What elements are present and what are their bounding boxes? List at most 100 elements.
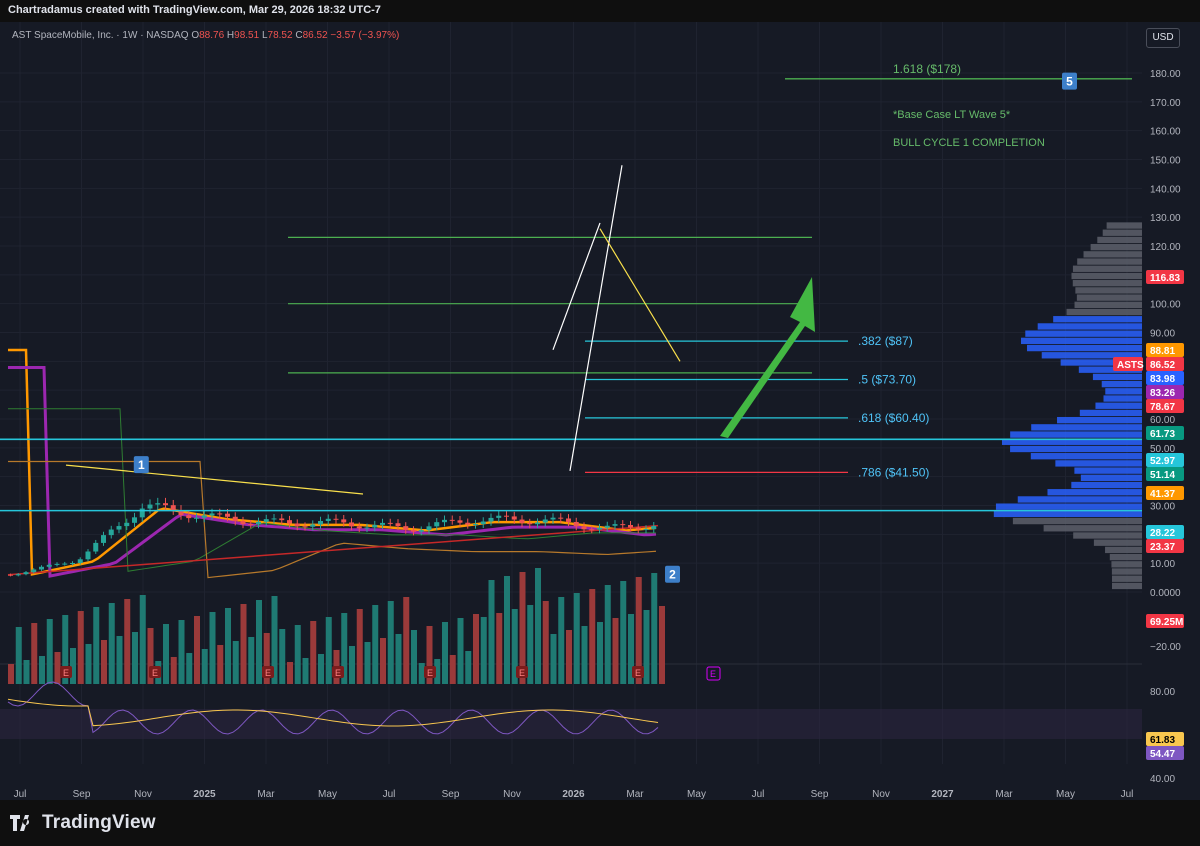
volume-profile <box>993 222 1142 590</box>
volume-bar <box>356 609 363 684</box>
candle-body <box>488 517 494 522</box>
earnings-marker-label: E <box>427 668 433 678</box>
volume-profile-bar <box>1025 330 1142 337</box>
high-value: 98.51 <box>234 30 260 41</box>
tradingview-logo[interactable]: TradingView <box>10 812 156 834</box>
time-tick-16: Mar <box>995 789 1013 800</box>
price-tick-18: 0.0000 <box>1150 588 1181 599</box>
volume-profile-bar <box>1103 395 1142 402</box>
price-badge-text-2: ASTS <box>1117 360 1144 371</box>
time-tick-4: Mar <box>257 789 275 800</box>
price-badge-9 <box>1146 467 1184 481</box>
candle-body <box>527 522 533 525</box>
sma-brown-line <box>8 460 657 579</box>
candle-body <box>23 572 29 575</box>
rsi-badge-0 <box>1146 732 1184 746</box>
trendline-yellow-2 <box>599 228 681 362</box>
volume-bar <box>395 634 402 684</box>
candle-body <box>248 524 254 526</box>
candle-body <box>465 522 471 525</box>
annotation-text-1: BULL CYCLE 1 COMPLETION <box>893 137 1045 149</box>
price-tick-5: 130.00 <box>1150 213 1181 224</box>
price-badge-2 <box>1113 357 1143 371</box>
volume-bar <box>380 638 386 684</box>
candle-body <box>77 559 83 563</box>
volume-bar <box>573 593 580 684</box>
close-value: 86.52 <box>302 30 328 41</box>
candle-body <box>411 530 416 532</box>
volume-profile-bar <box>1060 359 1142 366</box>
currency-button[interactable]: USD <box>1146 28 1180 48</box>
volume-bar <box>263 633 270 684</box>
volume-bar <box>387 601 394 684</box>
volume-bar <box>550 634 557 684</box>
earnings-marker <box>262 666 274 678</box>
candle-body <box>589 529 595 531</box>
chart-canvas[interactable]: E E E E E E E E .382 ($87) .5 ($73.70) .618 ($60.… <box>0 22 1200 800</box>
volume-bar <box>279 629 286 684</box>
ema-slow-line <box>8 365 657 578</box>
volume-bar <box>403 597 410 684</box>
candle-body <box>457 520 463 523</box>
volume-bar <box>209 612 216 684</box>
volume-bar <box>271 596 278 684</box>
wave-2-label: 2 <box>669 568 676 582</box>
price-badge-4 <box>1146 371 1184 385</box>
candle-body <box>31 569 37 573</box>
price-badge-text-5: 83.26 <box>1150 388 1175 399</box>
price-badge-text-4: 83.98 <box>1150 374 1175 385</box>
price-tick-1: 170.00 <box>1150 98 1181 109</box>
volume-bar <box>589 589 596 684</box>
rsi-badge-1 <box>1146 746 1184 760</box>
volume-bar <box>186 653 193 684</box>
price-badge-8 <box>1146 453 1184 467</box>
change-value: −3.57 (−3.97%) <box>330 30 400 41</box>
candle-body <box>550 517 556 520</box>
volume-profile-bar <box>1079 409 1142 417</box>
volume-bar <box>302 658 309 684</box>
candle-body <box>294 523 300 527</box>
price-tick-8: 100.00 <box>1150 300 1181 311</box>
volume-bar <box>318 654 324 684</box>
volume-bar <box>604 585 611 684</box>
volume-profile-bar <box>1043 525 1142 532</box>
price-badge-1 <box>1146 343 1184 357</box>
volume-profile-bar <box>1027 344 1142 352</box>
price-badge-5 <box>1146 385 1184 399</box>
volume-profile-bar <box>1072 280 1142 287</box>
time-tick-8: Nov <box>503 789 521 800</box>
volume-profile-bar <box>1037 323 1142 330</box>
candle-body <box>8 574 13 576</box>
earnings-marker-label: E <box>63 668 69 678</box>
candle-body <box>612 524 618 526</box>
volume-bar <box>558 597 565 684</box>
candle-body <box>581 526 587 530</box>
volume-bar <box>93 607 100 684</box>
volume-bar <box>225 608 231 684</box>
candle-body <box>473 523 478 525</box>
sma-green-line <box>8 408 656 572</box>
candle-body <box>39 566 44 570</box>
candle-body <box>232 516 238 522</box>
volume-profile-bar <box>1090 243 1142 251</box>
volume-profile-bar <box>1111 568 1142 575</box>
volume-bar <box>240 604 247 684</box>
earnings-marker-future <box>706 666 721 681</box>
trendline-white-2 <box>552 222 601 351</box>
target-label: 1.618 ($178) <box>893 62 961 76</box>
fib-level-label-2: .618 ($60.40) <box>858 411 929 425</box>
price-tick-3: 150.00 <box>1150 156 1181 167</box>
volume-bar <box>628 614 634 684</box>
volume-profile-bar <box>1083 251 1142 258</box>
earnings-marker-label: E <box>152 668 158 678</box>
price-badge-7 <box>1146 426 1184 440</box>
time-tick-5: May <box>318 789 337 800</box>
volume-profile-bar <box>1074 467 1142 474</box>
symbol-legend[interactable]: AST SpaceMobile, Inc. · 1W · NASDAQ O88.… <box>12 30 399 41</box>
time-tick-14: Nov <box>872 789 890 800</box>
candle-body <box>403 526 409 531</box>
attribution-bar: Chartradamus created with TradingView.co… <box>0 0 1200 22</box>
volume-bar <box>418 663 425 684</box>
candle-body <box>604 525 610 528</box>
candle-body <box>108 529 114 536</box>
